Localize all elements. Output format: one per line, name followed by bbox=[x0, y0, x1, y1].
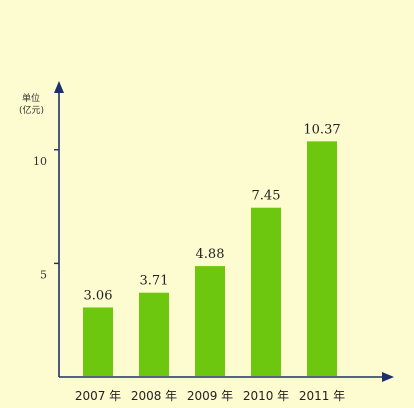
x-category-label: 2011 年 bbox=[299, 389, 345, 403]
x-category-label: 2007 年 bbox=[75, 389, 121, 403]
bar-value-label: 3.06 bbox=[84, 288, 113, 303]
y-axis-unit-label-line-2: (亿元) bbox=[19, 104, 44, 116]
bar-series bbox=[83, 141, 337, 376]
x-axis-category-labels: 2007 年 2008 年 2009 年 2010 年 2011 年 bbox=[75, 389, 345, 403]
bar-value-label: 4.88 bbox=[196, 247, 225, 262]
y-tick-label: 10 bbox=[33, 155, 47, 168]
bar bbox=[307, 141, 337, 376]
data-labels: 3.06 3.71 4.88 7.45 10.37 bbox=[84, 122, 341, 303]
x-category-label: 2008 年 bbox=[131, 389, 177, 403]
y-axis-arrow bbox=[54, 81, 64, 93]
bar bbox=[139, 292, 169, 376]
x-category-label: 2010 年 bbox=[243, 389, 289, 403]
bar bbox=[83, 307, 113, 376]
y-tick-label: 5 bbox=[40, 268, 47, 281]
chart-axes bbox=[54, 81, 394, 382]
bar-value-label: 7.45 bbox=[252, 189, 281, 204]
bar-value-label: 3.71 bbox=[140, 274, 169, 289]
y-axis-ticks: 5 10 bbox=[33, 149, 59, 281]
bar bbox=[195, 266, 225, 376]
bar bbox=[251, 207, 281, 376]
x-axis-arrow bbox=[382, 372, 394, 382]
x-category-label: 2009 年 bbox=[187, 389, 233, 403]
bar-value-label: 10.37 bbox=[303, 122, 340, 137]
y-axis-unit-label-line-1: 单位 bbox=[22, 92, 40, 104]
y-axis-unit-label: 单位 (亿元) bbox=[19, 92, 44, 116]
